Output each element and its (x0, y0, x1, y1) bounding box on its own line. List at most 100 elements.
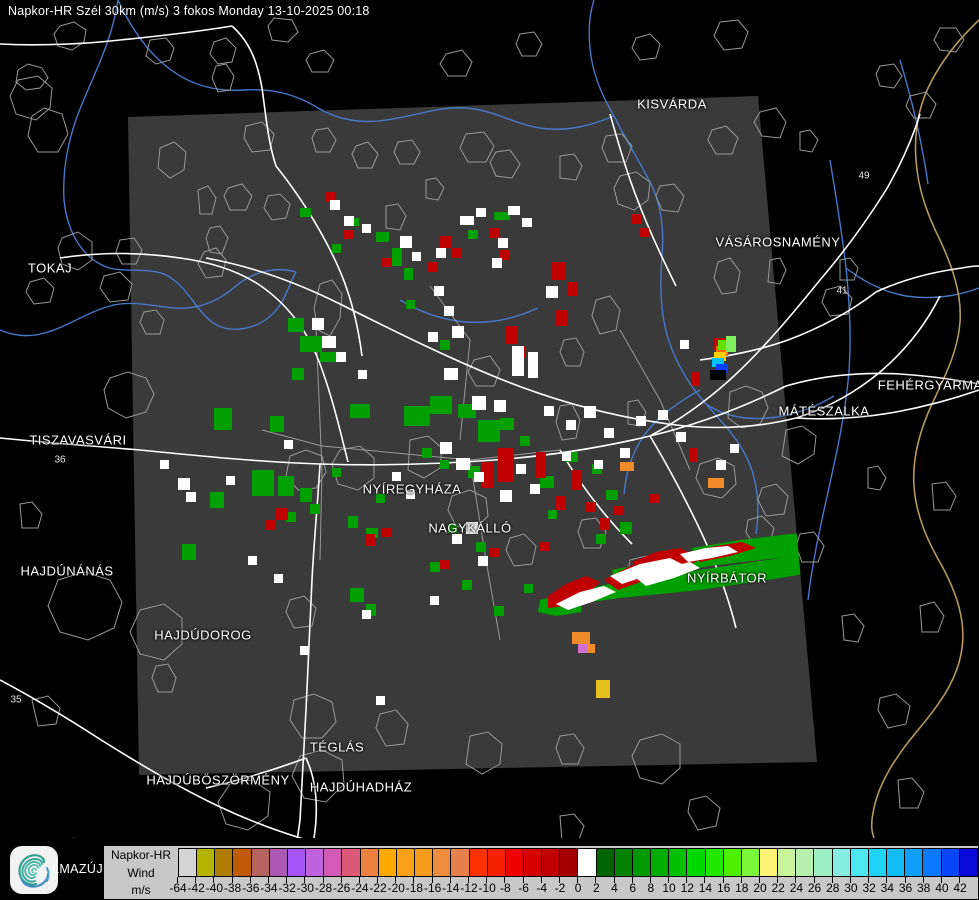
legend-tick-mark (358, 877, 360, 883)
legend-tick-label: -26 (333, 881, 351, 895)
legend-tick-mark (686, 877, 688, 883)
legend-tick-label: -12 (460, 881, 478, 895)
legend-tick--30: -30 (297, 877, 323, 899)
legend-tick--12: -12 (460, 877, 487, 899)
legend-tick-label: 38 (917, 881, 931, 895)
legend-tick-22: 22 (772, 877, 796, 899)
legend-tick-36: 36 (899, 877, 924, 899)
legend-tick-mark (177, 877, 178, 883)
legend-tick-label: -4 (536, 881, 548, 895)
legend-tick-mark (922, 877, 924, 883)
legend-tick-mark (759, 877, 760, 883)
legend-tick-mark (468, 877, 469, 883)
road-label-36: 36 (54, 454, 66, 466)
legend-tick-6: 6 (629, 877, 651, 899)
main-road-layer (0, 25, 979, 838)
legend-tick-mark (722, 877, 724, 883)
legend-tick-mark (631, 877, 633, 883)
legend-tick-label: 34 (880, 881, 894, 895)
legend-tick-label: -8 (500, 881, 511, 895)
legend-tick-label: 12 (680, 881, 694, 895)
legend-tick--2: -2 (555, 877, 578, 899)
legend-swatch-0 (577, 848, 596, 877)
legend-body: -64 -42 -40 -38 -36 -34 -32 -30 -28 -26 -24 -22 -20-… (169, 846, 978, 899)
legend-tick-mark (286, 877, 288, 883)
legend-tick-label: -30 (296, 881, 314, 895)
legend-tick--64: -64 (169, 877, 196, 899)
legend-tick-label: 18 (735, 881, 749, 895)
legend-tick-label: 30 (844, 881, 858, 895)
legend-tick-mark (267, 877, 269, 883)
legend-tick-mark (886, 877, 888, 883)
river-layer (0, 0, 979, 601)
legend-tick-mark (449, 877, 451, 883)
legend-tick--20: -20 (388, 877, 414, 899)
legend-swatch--16 (432, 848, 451, 877)
city-label-mateszalka: MÁTÉSZALKA (778, 403, 870, 419)
legend-tick-mark (431, 877, 433, 883)
legend-title-line1: Napkor-HR (110, 848, 171, 863)
legend-tick--42: -42 (188, 877, 214, 899)
legend-swatch--12 (468, 848, 487, 877)
city-label-nyiregyhaza: NYÍREGYHÁZA (362, 481, 462, 497)
legend-tick-label: 26 (807, 881, 822, 895)
legend-tick-label: 42 (953, 881, 967, 895)
spiral-logo[interactable] (10, 846, 58, 894)
legend-swatch-34 (886, 848, 905, 877)
legend-tick-mark (868, 877, 870, 883)
city-label-nagykallo: NAGYKÁLLÓ (428, 520, 512, 536)
legend-tick-label: 8 (647, 881, 655, 895)
legend-tick-label: -16 (423, 881, 442, 895)
legend-tick-label: 20 (753, 881, 767, 895)
legend-tick-mark (540, 877, 542, 883)
page-title: Napkor-HR Szél 30km (m/s) 3 fokos Monday… (8, 4, 370, 18)
legend-tick-label: 4 (611, 881, 618, 895)
road-label-41: 41 (836, 285, 848, 297)
legend-swatch--28 (323, 848, 342, 877)
velocity-shear-feature (710, 336, 736, 380)
legend-swatch--24 (359, 848, 378, 877)
legend-tick-0: 0 (575, 877, 596, 899)
legend-tick-mark (304, 877, 306, 883)
legend-tick-mark (959, 877, 961, 883)
legend-tick--16: -16 (424, 877, 451, 899)
legend-tick--38: -38 (224, 877, 251, 899)
legend-tick-label: -34 (260, 881, 278, 895)
legend-swatch-38 (922, 848, 941, 877)
legend-tick-label: -14 (442, 881, 460, 895)
legend-swatches (178, 848, 978, 877)
legend-tick-24: 24 (790, 877, 814, 899)
legend-title: Napkor-HR Wind m/s (104, 846, 178, 899)
city-label-hajdudorog: HAJDÚDOROG (154, 627, 252, 643)
legend-tick-38: 38 (917, 877, 942, 899)
road-label-35: 35 (10, 694, 22, 706)
legend-tick-26: 26 (808, 877, 833, 899)
legend-swatch-14 (704, 848, 723, 877)
city-label-tokaj: TOKAJ (27, 260, 73, 276)
legend-tick-label: -64 (169, 881, 187, 895)
legend-tick-label: 0 (574, 881, 582, 895)
legend-tick--8: -8 (500, 877, 523, 899)
legend-tick-label: -2 (554, 881, 566, 895)
legend-tick-label: 22 (771, 881, 785, 895)
legend-tick-mark (522, 877, 524, 883)
legend-tick-mark (504, 877, 506, 883)
city-label-hajduboszormeny: HAJDÚBÖSZÖRMÉNY (146, 772, 290, 788)
legend-swatch-22 (777, 848, 796, 877)
legend-swatch-42 (958, 848, 978, 877)
legend-tick-mark (595, 877, 597, 883)
legend-tick-label: -22 (369, 881, 387, 895)
legend-tick-label: -42 (187, 881, 205, 895)
legend-tick-mark (558, 877, 560, 883)
legend-swatch-20 (759, 848, 778, 877)
legend-swatch--18 (414, 848, 433, 877)
radar-echo-layer (160, 192, 816, 705)
legend-tick-2: 2 (593, 877, 614, 899)
legend-swatch-2 (595, 848, 614, 877)
legend-swatch--26 (341, 848, 360, 877)
legend-swatch--36 (250, 848, 269, 877)
legend-tick--36: -36 (242, 877, 269, 899)
legend-colorbar[interactable]: Napkor-HR Wind m/s -64 -42 -40 -38 -36 -34 -32… (103, 845, 979, 900)
